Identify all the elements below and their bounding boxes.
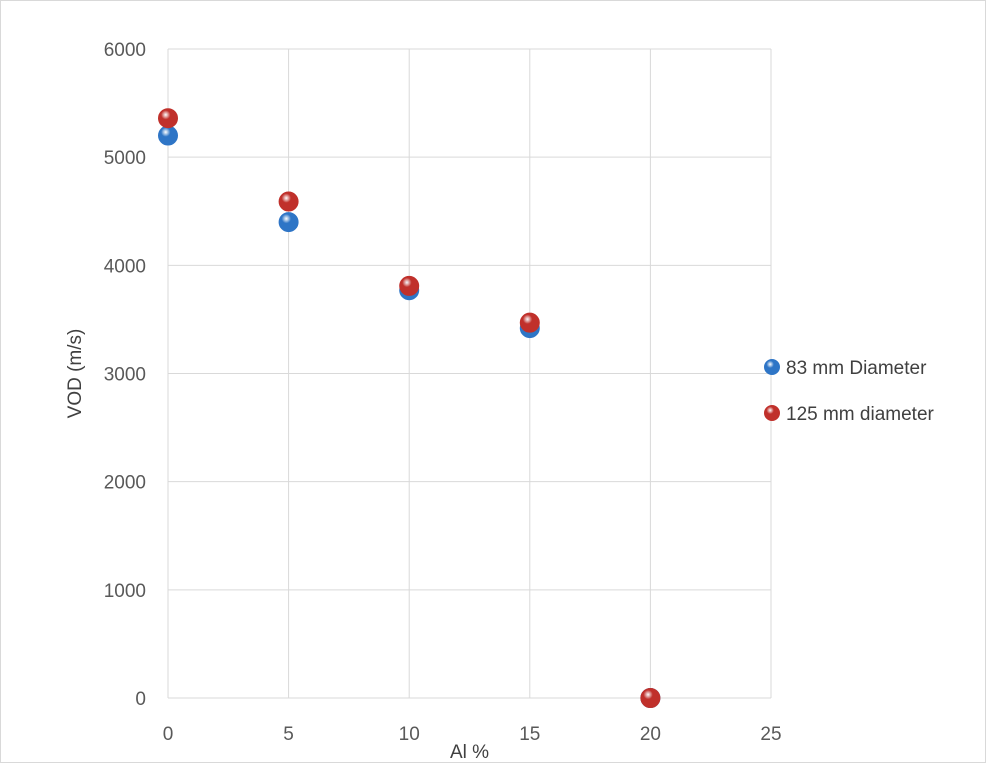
x-tick-label: 15 <box>519 724 540 745</box>
gridlines <box>167 48 772 699</box>
data-point <box>278 191 299 212</box>
data-point <box>640 688 661 708</box>
x-tick-label: 5 <box>283 724 294 745</box>
legend-marker <box>764 359 780 375</box>
x-tick-label: 0 <box>163 724 174 745</box>
y-tick-label: 3000 <box>104 365 146 386</box>
y-tick-label: 2000 <box>104 473 146 494</box>
y-tick-label: 6000 <box>104 40 146 61</box>
y-axis-title: VOD (m/s) <box>65 329 86 419</box>
y-axis-tick-labels: 0 1000 2000 3000 4000 5000 6000 <box>104 40 146 710</box>
x-tick-label: 20 <box>640 724 661 745</box>
data-point <box>399 275 420 296</box>
y-tick-label: 1000 <box>104 581 146 602</box>
y-tick-label: 0 <box>135 689 146 710</box>
legend-marker <box>764 405 780 421</box>
x-tick-label: 10 <box>399 724 420 745</box>
data-point <box>519 312 540 333</box>
data-point <box>158 125 178 146</box>
legend-label: 83 mm Diameter <box>786 358 927 379</box>
legend-label: 125 mm diameter <box>786 404 935 425</box>
x-axis-title: Al % <box>450 742 489 763</box>
y-tick-label: 4000 <box>104 256 146 277</box>
x-axis-tick-labels: 0 5 10 15 20 25 <box>163 724 782 745</box>
y-tick-label: 5000 <box>104 148 146 169</box>
data-points <box>158 108 661 708</box>
legend: 83 mm Diameter 125 mm diameter <box>764 358 935 425</box>
data-point <box>158 108 178 129</box>
x-tick-label: 25 <box>760 724 781 745</box>
data-point <box>278 212 299 233</box>
